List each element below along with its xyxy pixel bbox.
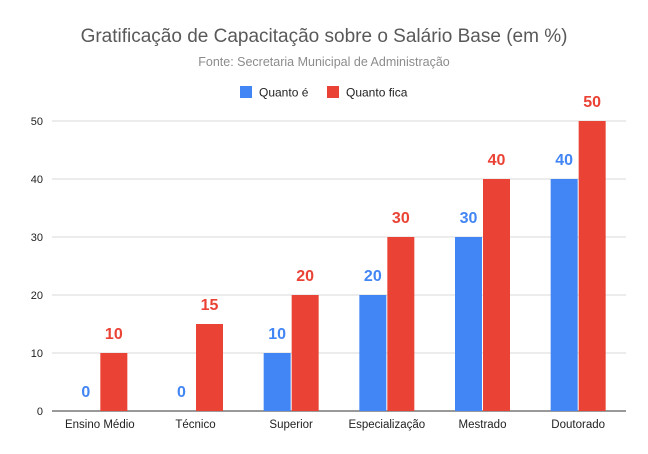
chart-subtitle: Fonte: Secretaria Municipal de Administr…	[198, 55, 450, 69]
x-category-label: Especialização	[348, 419, 425, 431]
bar-quanto-e	[359, 295, 387, 411]
data-label: 20	[296, 268, 314, 285]
legend-label: Quanto fica	[346, 86, 408, 100]
legend-label: Quanto é	[259, 86, 309, 100]
bar-quanto-fica	[100, 353, 128, 411]
data-labels: 0 10 0 15 10 20 20 30 30 40 40 50	[81, 94, 601, 401]
y-tick-label: 10	[31, 348, 43, 360]
chart-title: Gratificação de Capacitação sobre o Salá…	[81, 26, 568, 47]
bar-quanto-fica	[291, 295, 319, 411]
data-label: 0	[81, 384, 90, 401]
bar-quanto-e	[263, 353, 291, 411]
x-category-label: Doutorado	[551, 419, 605, 431]
bar-quanto-fica	[387, 237, 415, 411]
data-label: 20	[364, 268, 382, 285]
bar-quanto-e	[550, 179, 578, 411]
y-tick-label: 50	[31, 116, 43, 128]
data-label: 40	[555, 152, 573, 169]
y-tick-label: 20	[31, 290, 43, 302]
x-category-label: Técnico	[175, 419, 215, 431]
legend: Quanto é Quanto fica	[240, 86, 408, 100]
x-category-label: Mestrado	[459, 419, 507, 431]
bars	[100, 121, 606, 411]
y-tick-label: 0	[37, 406, 43, 418]
bar-quanto-fica	[196, 324, 223, 411]
data-label: 40	[488, 152, 506, 169]
legend-swatch	[240, 86, 252, 98]
y-axis-ticks: 0 10 20 30 40 50	[31, 116, 43, 418]
data-label: 10	[268, 326, 286, 343]
data-label: 15	[201, 297, 219, 314]
x-category-label: Ensino Médio	[65, 419, 135, 431]
x-axis-categories: Ensino Médio Técnico Superior Especializaçã…	[65, 419, 605, 431]
data-label: 30	[392, 210, 410, 227]
y-tick-label: 30	[31, 232, 43, 244]
data-label: 50	[583, 94, 601, 111]
bar-quanto-e	[455, 237, 482, 411]
x-category-label: Superior	[269, 419, 313, 431]
legend-swatch	[327, 86, 339, 98]
grid-lines	[52, 120, 626, 412]
bar-quanto-fica	[578, 121, 606, 411]
data-label: 10	[105, 326, 123, 343]
bar-quanto-fica	[483, 179, 510, 411]
y-tick-label: 40	[31, 174, 43, 186]
data-label: 30	[460, 210, 478, 227]
data-label: 0	[177, 384, 186, 401]
